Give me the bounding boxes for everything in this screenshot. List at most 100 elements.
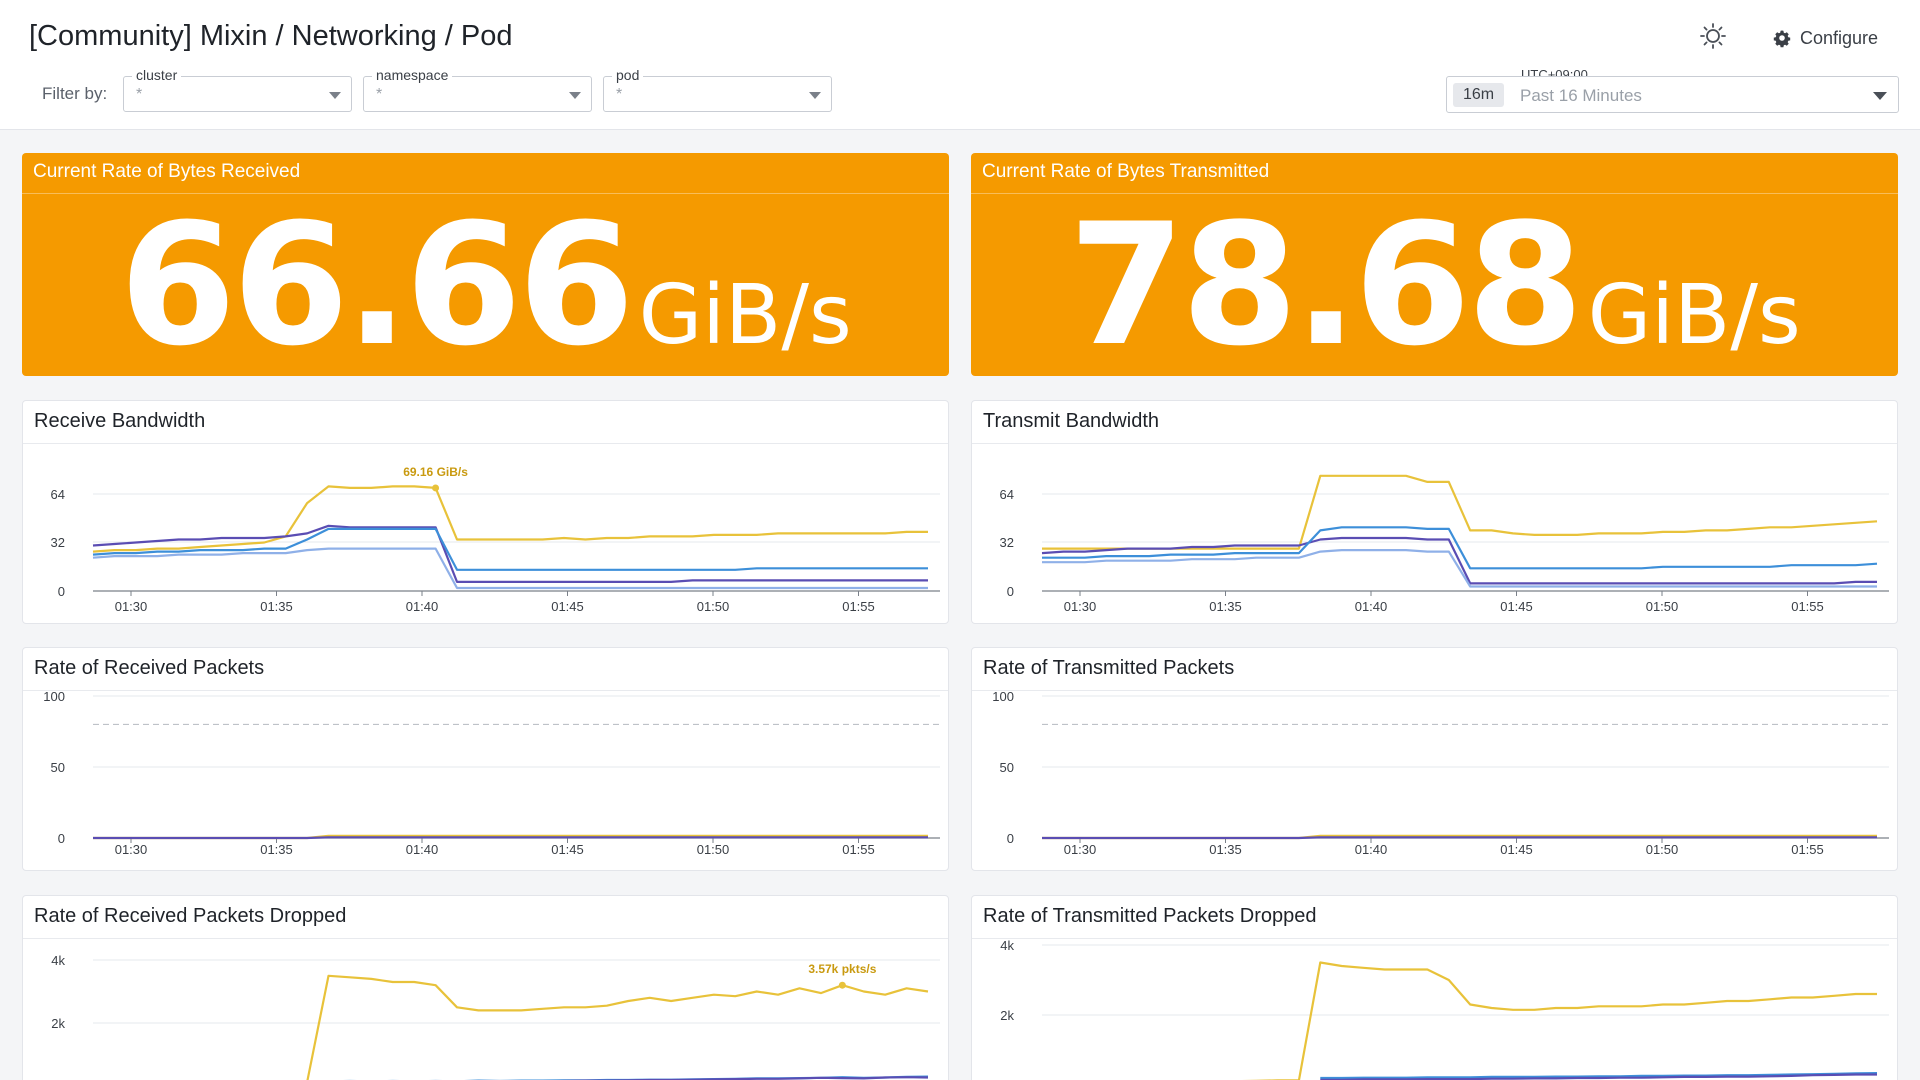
annotation-marker — [838, 981, 846, 989]
top-bar: [Community] Mixin / Networking / Pod Fil… — [0, 0, 1920, 130]
time-range-label: Past 16 Minutes — [1520, 86, 1642, 105]
series-line-blue[interactable] — [92, 527, 928, 571]
chart-title: Receive Bandwidth — [34, 410, 206, 432]
transmitted-packets-dropped-chart[interactable]: 2k 4k — [972, 896, 1898, 1080]
series-line-yellow[interactable] — [92, 485, 928, 553]
namespace-select[interactable]: namespace * — [363, 66, 592, 112]
series-line-yellow[interactable] — [1042, 474, 1878, 550]
y-tick-label: 64 — [1000, 487, 1014, 502]
x-tick-label: 01:50 — [697, 599, 730, 614]
series-line-lightblue[interactable] — [1042, 549, 1877, 588]
chevron-down-icon — [1873, 92, 1887, 100]
chart-title: Transmit Bandwidth — [983, 410, 1159, 432]
x-tick-label: 01:50 — [697, 842, 730, 857]
page-title: [Community] Mixin / Networking / Pod — [29, 20, 513, 52]
x-tick-label: 01:55 — [1791, 842, 1824, 857]
chart-panel-transmit-bandwidth: Transmit Bandwidth 0 32 64 01:30 01:35 01:40 0… — [971, 400, 1898, 624]
transmitted-packets-chart[interactable]: 0 50 100 01:30 01:35 01:40 01:45 01:50 01:55 — [972, 648, 1898, 871]
x-tick-label: 01:35 — [1209, 599, 1242, 614]
received-packets-dropped-chart[interactable]: 2k 4k 3.57k pkts/s — [23, 896, 949, 1080]
x-tick-label: 01:40 — [1355, 842, 1388, 857]
chevron-down-icon — [809, 92, 821, 99]
divider — [972, 443, 1897, 444]
divider — [23, 690, 948, 691]
stat-panel-title: Current Rate of Bytes Received — [33, 161, 301, 182]
chart-panel-transmitted-packets: Rate of Transmitted Packets 0 50 100 01:30 0… — [971, 647, 1898, 871]
series-line-yellow[interactable] — [93, 974, 929, 1080]
pod-select-value: * — [616, 86, 623, 103]
stat-number: 78.68 — [1068, 187, 1583, 383]
divider — [971, 193, 1898, 194]
y-tick-label: 2k — [51, 1016, 65, 1031]
chart-panel-received-packets-dropped: Rate of Received Packets Dropped 2k 4k 3.5… — [22, 895, 949, 1080]
configure-button[interactable]: Configure — [1772, 24, 1878, 52]
x-tick-label: 01:45 — [551, 842, 584, 857]
x-tick-label: 01:40 — [406, 842, 439, 857]
annotation-label: 3.57k pkts/s — [808, 962, 876, 976]
receive-bandwidth-chart[interactable]: 0 32 64 01:30 01:35 01:40 01:45 01:50 01:55 69.16… — [23, 401, 949, 624]
stat-unit: GiB/s — [638, 268, 852, 363]
x-tick-label: 01:50 — [1646, 599, 1679, 614]
x-tick-label: 01:30 — [115, 842, 148, 857]
series-line-yellow[interactable] — [1042, 961, 1877, 1080]
x-tick-label: 01:40 — [406, 599, 439, 614]
chart-title: Rate of Transmitted Packets Dropped — [983, 905, 1317, 927]
series-line-purple[interactable] — [1320, 1073, 1877, 1080]
y-tick-label: 100 — [43, 689, 65, 704]
x-tick-label: 01:55 — [1791, 599, 1824, 614]
y-tick-label: 32 — [51, 535, 65, 550]
x-tick-label: 01:35 — [260, 599, 293, 614]
divider — [972, 938, 1897, 939]
configure-label: Configure — [1800, 27, 1879, 48]
cluster-select-value: * — [136, 86, 143, 103]
x-tick-label: 01:35 — [260, 842, 293, 857]
x-tick-label: 01:30 — [1064, 599, 1097, 614]
time-range-picker[interactable]: 16m Past 16 Minutes — [1446, 76, 1899, 113]
x-tick-label: 01:30 — [115, 599, 148, 614]
y-tick-label: 50 — [1000, 760, 1014, 775]
x-tick-label: 01:55 — [842, 842, 875, 857]
chart-panel-receive-bandwidth: Receive Bandwidth 0 32 64 01:30 01:35 01:40 01… — [22, 400, 949, 624]
filter-label: Filter by: — [42, 84, 108, 103]
y-tick-label: 0 — [1007, 584, 1014, 599]
x-tick-label: 01:50 — [1646, 842, 1679, 857]
y-tick-label: 2k — [1000, 1008, 1014, 1023]
transmit-bandwidth-chart[interactable]: 0 32 64 01:30 01:35 01:40 01:45 01:50 01:55 — [972, 401, 1898, 624]
series-line-purple[interactable] — [1042, 836, 1877, 840]
pod-select[interactable]: pod * — [603, 66, 832, 112]
cluster-select[interactable]: cluster * — [123, 66, 352, 112]
series-line-lightblue[interactable] — [92, 547, 928, 590]
series-line-purple[interactable] — [93, 836, 928, 840]
x-tick-label: 01:30 — [1064, 842, 1097, 857]
series-line-purple[interactable] — [1041, 536, 1877, 585]
y-tick-label: 64 — [51, 487, 65, 502]
series-line-blue[interactable] — [1320, 1072, 1878, 1080]
x-tick-label: 01:45 — [1500, 599, 1533, 614]
theme-toggle-icon[interactable] — [1698, 20, 1728, 50]
namespace-select-value: * — [376, 86, 383, 103]
x-tick-label: 01:45 — [1500, 842, 1533, 857]
y-tick-label: 32 — [1000, 535, 1014, 550]
x-tick-label: 01:45 — [551, 599, 584, 614]
annotation-label: 69.16 GiB/s — [403, 465, 468, 479]
stat-value: 78.68GiB/s — [971, 201, 1898, 369]
y-tick-label: 0 — [1007, 831, 1014, 846]
stat-number: 66.66 — [119, 187, 634, 383]
received-packets-chart[interactable]: 0 50 100 01:30 01:35 01:40 01:45 01:50 01:55 — [23, 648, 949, 871]
chart-title: Rate of Received Packets — [34, 657, 265, 679]
chevron-down-icon — [569, 92, 581, 99]
y-tick-label: 4k — [51, 953, 65, 968]
series-line-purple[interactable] — [92, 524, 928, 583]
x-tick-label: 01:35 — [1209, 842, 1242, 857]
y-tick-label: 100 — [992, 689, 1014, 704]
series-line-purple[interactable] — [329, 1076, 929, 1080]
namespace-select-label: namespace — [372, 66, 453, 84]
chart-panel-transmitted-packets-dropped: Rate of Transmitted Packets Dropped 2k 4k — [971, 895, 1898, 1080]
gear-icon — [1773, 30, 1791, 48]
divider — [23, 938, 948, 939]
cluster-select-label: cluster — [132, 66, 182, 84]
divider — [22, 193, 949, 194]
chart-title: Rate of Transmitted Packets — [983, 657, 1235, 679]
series-line-blue[interactable] — [1042, 526, 1878, 570]
y-tick-label: 0 — [58, 584, 65, 599]
